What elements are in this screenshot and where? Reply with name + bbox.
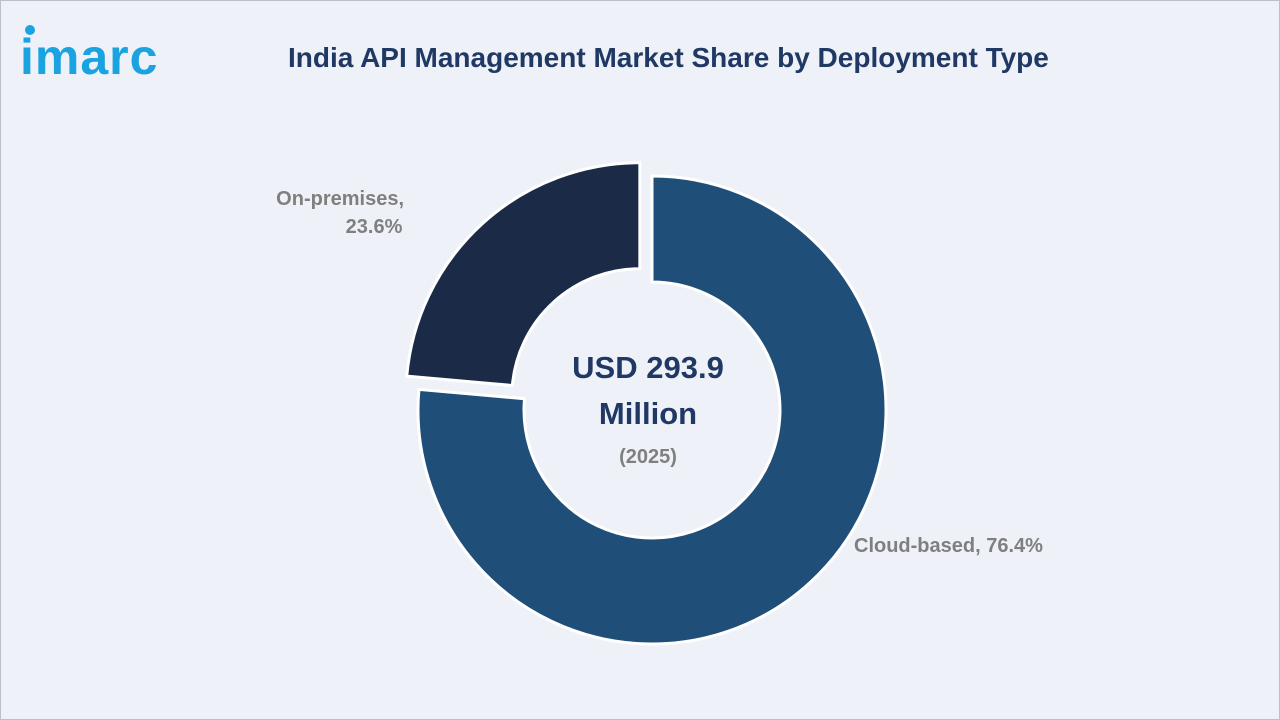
slice-label-cloud-based: Cloud-based, 76.4%	[854, 535, 1043, 557]
labels-group: Cloud-based, 76.4% On-premises, 23.6%	[276, 188, 1043, 557]
center-year: (2025)	[619, 446, 677, 468]
imarc-logo: imarc	[20, 20, 200, 80]
svg-text:imarc: imarc	[20, 29, 158, 80]
chart-title: India API Management Market Share by Dep…	[288, 42, 1049, 73]
center-value-line1: USD 293.9	[572, 350, 724, 385]
slice-on-premises	[405, 161, 642, 388]
center-value-line2: Million	[599, 396, 697, 431]
slices-group	[405, 161, 888, 646]
slice-label-on-premises: On-premises, 23.6%	[276, 188, 404, 238]
slice-cloud-based	[416, 174, 888, 646]
